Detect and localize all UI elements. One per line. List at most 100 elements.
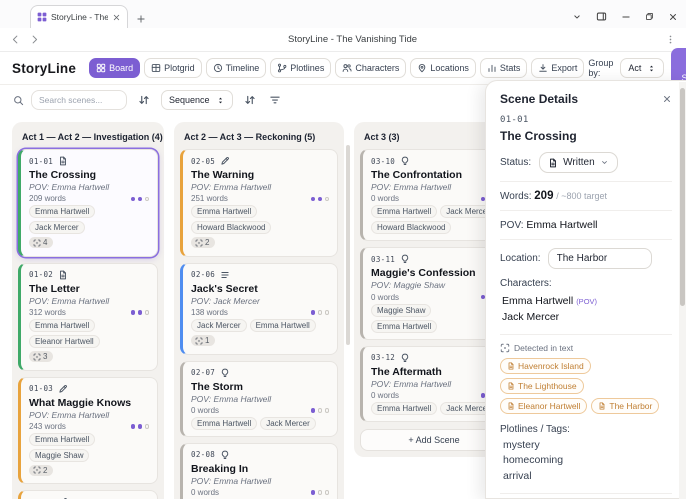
scene-card-tags: Emma Hartwell Jack Mercer Howard Blackwood xyxy=(371,205,499,235)
detected-entity-pill[interactable]: The Lighthouse xyxy=(500,377,584,394)
scene-card-title: Jack's Secret xyxy=(191,282,258,295)
kebab-menu-icon[interactable] xyxy=(665,34,676,45)
scene-card[interactable]: 01-02 The Letter POV: Emma Hartwell 312 wor… xyxy=(18,262,158,371)
view-plotgrid-button[interactable]: Plotgrid xyxy=(144,58,202,78)
side-panel-icon[interactable] xyxy=(596,11,607,22)
window-minimize-icon[interactable] xyxy=(621,12,631,22)
view-timeline-button[interactable]: Timeline xyxy=(205,58,267,78)
status-select[interactable]: Written xyxy=(539,152,618,173)
status-dots xyxy=(310,196,329,201)
scene-card[interactable]: 02-08 Breaking In POV: Emma Hartwell 0 word… xyxy=(180,442,338,499)
browser-tab[interactable]: StoryLine - The Vanishi... xyxy=(30,5,128,28)
search-input[interactable] xyxy=(31,90,127,110)
app-logo: StoryLine xyxy=(12,60,77,76)
character-name: Emma Hartwell xyxy=(502,295,574,307)
scene-card[interactable]: 03-12 The Aftermath POV: Emma Hartwell 0 wo… xyxy=(360,345,508,422)
scene-card-word-count: 312 words xyxy=(29,308,66,317)
detected-entity-pill[interactable]: Eleanor Hartwell xyxy=(500,397,588,414)
view-stats-button[interactable]: Stats xyxy=(479,58,528,78)
view-locations-button[interactable]: Locations xyxy=(410,58,476,78)
view-button-label: Board xyxy=(109,63,134,73)
nav-back-icon[interactable] xyxy=(10,34,21,45)
scene-card-words-row: 0 words xyxy=(371,391,499,400)
panel-close-icon[interactable] xyxy=(662,94,672,104)
detected-entity-pill[interactable]: Havenrock Island xyxy=(500,357,591,374)
status-dot xyxy=(324,490,329,495)
bulb-icon xyxy=(400,156,410,166)
plotgrid-icon xyxy=(151,63,161,73)
page-scrollbar[interactable] xyxy=(679,82,686,499)
status-dot xyxy=(317,196,322,201)
view-plotlines-button[interactable]: Plotlines xyxy=(270,58,332,78)
scene-card-tags: Jack Mercer Emma Hartwell xyxy=(191,319,329,332)
page-scrollbar-thumb[interactable] xyxy=(680,88,685,306)
board-column: Act 2 — Act 3 — Reckoning (5) 02-05 The Wa… xyxy=(174,122,344,499)
new-tab-icon[interactable] xyxy=(136,14,146,24)
browser-tab-strip: StoryLine - The Vanishi... xyxy=(0,0,686,28)
character-tag: Maggie Shaw xyxy=(29,448,90,462)
character-tag: Emma Hartwell xyxy=(371,319,438,333)
scene-card-header: 01-01 xyxy=(29,155,149,167)
detected-entity-name: The Lighthouse xyxy=(518,380,577,391)
scan-icon xyxy=(195,337,203,345)
filter-icon[interactable] xyxy=(267,92,283,108)
status-dot xyxy=(317,310,322,315)
scene-card-code: 02-08 xyxy=(191,450,216,460)
scene-card-words-row: 312 words xyxy=(29,308,149,317)
scene-card[interactable]: 02-07 The Storm POV: Emma Hartwell 0 words E… xyxy=(180,360,338,437)
character-tag: Jack Mercer xyxy=(260,416,316,430)
scene-card[interactable]: 02-05 The Warning POV: Emma Hartwell 251 wo… xyxy=(180,149,338,257)
scene-card-pov: POV: Emma Hartwell xyxy=(29,409,110,420)
group-by-select[interactable]: Act xyxy=(620,58,665,78)
tab-close-icon[interactable] xyxy=(112,13,121,22)
scene-card-code: 02-07 xyxy=(191,368,216,377)
scene-card-words-row: 0 words xyxy=(191,488,329,497)
download-icon xyxy=(538,63,548,73)
scene-card-pov: POV: Emma Hartwell xyxy=(371,378,452,389)
view-characters-button[interactable]: Characters xyxy=(335,58,407,78)
scene-card-title: The Letter xyxy=(29,282,80,295)
scene-card[interactable]: 01-03 What Maggie Knows POV: Emma Hartwell… xyxy=(18,376,158,485)
scene-card-word-count: 209 words xyxy=(29,194,66,204)
words-label: Words: xyxy=(500,191,532,202)
location-label: Location: xyxy=(500,253,541,264)
sort-select[interactable]: Sequence xyxy=(161,90,233,110)
view-export-button[interactable]: Export xyxy=(531,58,585,78)
scene-card-title: Breaking In xyxy=(191,462,249,475)
group-by-label: Group by: xyxy=(588,58,614,78)
scene-card-title: What Maggie Knows xyxy=(29,396,132,409)
bulb-icon xyxy=(220,450,230,460)
panel-title: Scene Details xyxy=(500,92,579,106)
list-icon xyxy=(220,270,230,280)
view-button-label: Stats xyxy=(499,63,521,73)
scene-card-tags: Maggie Shaw Emma Hartwell xyxy=(371,303,499,333)
detected-entity-pill[interactable]: The Harbor xyxy=(591,397,660,414)
nav-forward-icon[interactable] xyxy=(29,34,40,45)
sort-direction-icon[interactable] xyxy=(136,92,152,108)
location-input[interactable] xyxy=(547,248,652,269)
scan-icon xyxy=(195,239,203,247)
view-board-button[interactable]: Board xyxy=(89,58,141,78)
scene-card[interactable]: 02-06 Jack's Secret POV: Jack Mercer 138 wo… xyxy=(180,262,338,355)
sort-order-icon[interactable] xyxy=(242,92,258,108)
scene-card[interactable]: 03-11 Maggie's Confession POV: Maggie Shaw… xyxy=(360,247,508,340)
select-stepper-icon xyxy=(647,64,656,73)
tab-list-chevron-icon[interactable] xyxy=(572,12,582,22)
detected-label: Detected in text xyxy=(514,342,574,353)
scene-card-words-row: 243 words xyxy=(29,422,149,431)
scene-card-pov: POV: Emma Hartwell xyxy=(29,182,110,193)
status-dot xyxy=(144,196,149,201)
board-scrollbar[interactable] xyxy=(346,145,350,345)
window-close-icon[interactable] xyxy=(668,12,678,22)
status-dot xyxy=(144,424,149,429)
character-tag: Jack Mercer xyxy=(29,221,85,235)
scene-card[interactable]: 01-01 The Crossing POV: Emma Hartwell 209 w… xyxy=(18,149,158,257)
status-dot xyxy=(480,196,485,201)
doc-icon xyxy=(507,362,515,370)
character-tag: Maggie Shaw xyxy=(371,303,432,317)
status-dots xyxy=(130,424,149,429)
character-tag: Howard Blackwood xyxy=(191,221,272,235)
window-restore-icon[interactable] xyxy=(645,12,654,21)
status-dot xyxy=(137,424,142,429)
